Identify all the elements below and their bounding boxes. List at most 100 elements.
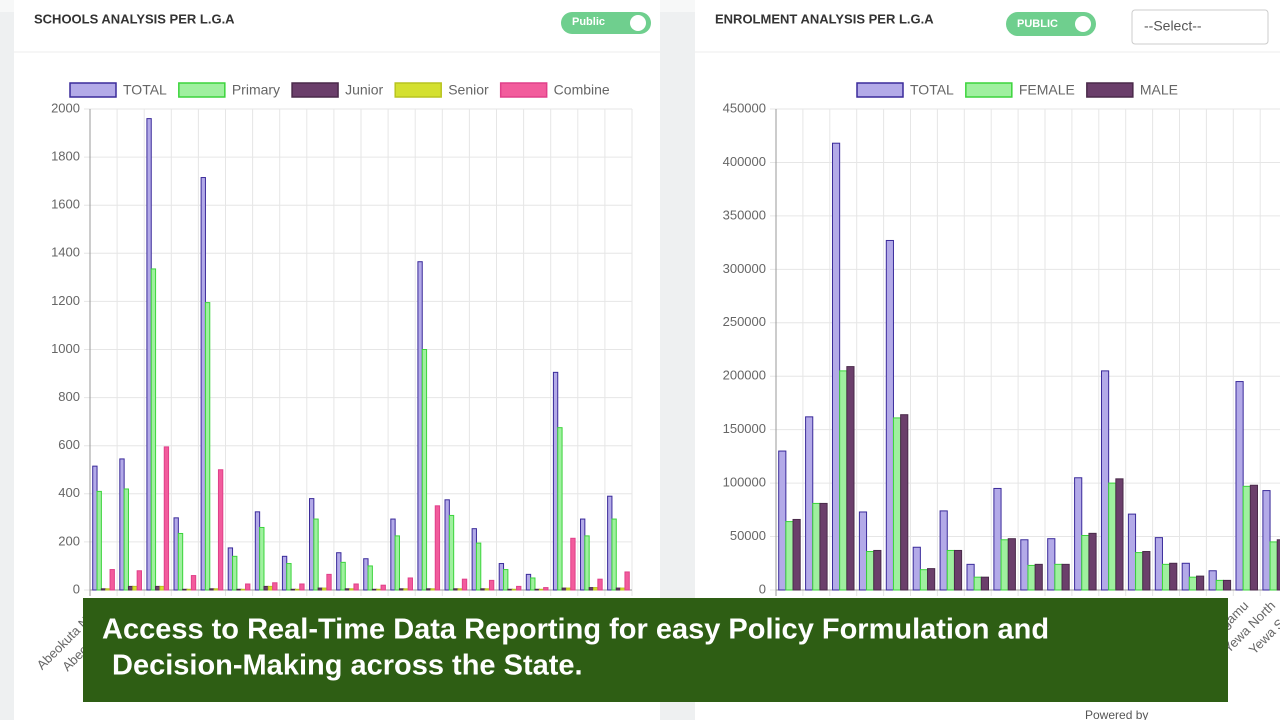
bar — [484, 588, 490, 591]
bar — [557, 427, 563, 591]
bar — [475, 542, 482, 591]
bar — [349, 588, 355, 591]
bar — [1074, 477, 1083, 591]
bar — [92, 465, 98, 591]
bar — [620, 587, 626, 591]
legend-label: Junior — [345, 82, 383, 98]
y-tick-label: 300000 — [723, 261, 766, 276]
bar — [530, 577, 536, 591]
toggle-knob — [1075, 16, 1091, 32]
bar — [846, 366, 855, 591]
bar — [417, 261, 423, 591]
bar — [254, 511, 261, 591]
bar — [267, 585, 274, 591]
bar — [263, 585, 269, 591]
caption-box — [83, 598, 1228, 702]
bar — [281, 555, 288, 591]
y-tick-label: 200000 — [723, 368, 766, 383]
bar — [785, 521, 794, 591]
bar — [543, 587, 549, 591]
bar — [371, 588, 378, 591]
bar — [177, 532, 184, 591]
bar — [1027, 564, 1036, 591]
bar — [453, 588, 459, 591]
bar — [584, 535, 590, 591]
legend-swatch — [394, 82, 442, 98]
bar — [866, 551, 875, 591]
bar — [232, 555, 238, 591]
y-tick-label: 1000 — [51, 341, 80, 356]
legend-label: MALE — [1140, 82, 1178, 98]
legend-swatch — [965, 82, 1013, 98]
bar — [912, 546, 921, 591]
bar — [367, 565, 373, 591]
bar — [1154, 537, 1163, 591]
bar — [503, 569, 509, 591]
bar — [946, 549, 955, 591]
bar — [1000, 539, 1009, 591]
bar — [511, 588, 518, 591]
y-tick-label: 0 — [73, 581, 80, 596]
bar — [136, 570, 142, 591]
bar — [593, 587, 599, 591]
toggle-knob — [630, 15, 646, 31]
bar — [552, 371, 559, 591]
bar — [1020, 539, 1029, 591]
bar — [213, 588, 219, 591]
bar — [538, 588, 545, 591]
bar — [394, 535, 400, 591]
bar — [831, 142, 841, 591]
legend-swatch — [1086, 82, 1134, 98]
bar — [1054, 563, 1063, 591]
bar — [1061, 563, 1070, 591]
bar — [186, 588, 192, 591]
y-tick-label: 450000 — [723, 100, 766, 115]
bar — [1007, 538, 1016, 591]
bar — [1208, 570, 1217, 591]
y-tick-label: 400000 — [723, 154, 766, 169]
toggle[interactable] — [561, 12, 651, 34]
bar — [534, 588, 540, 591]
bar — [1222, 579, 1232, 591]
bar — [119, 458, 125, 591]
bar — [421, 349, 428, 591]
bar — [1100, 370, 1110, 591]
bar — [1135, 552, 1144, 591]
y-tick-label: 0 — [759, 581, 766, 596]
y-tick-label: 600 — [58, 437, 80, 452]
bar — [1269, 541, 1278, 591]
bar — [309, 498, 315, 591]
bar — [1235, 381, 1244, 591]
bar — [607, 495, 613, 591]
bar — [353, 583, 359, 591]
bar — [1161, 563, 1171, 591]
bar — [236, 588, 242, 591]
bar — [259, 526, 265, 591]
bar — [407, 577, 413, 591]
bar — [939, 510, 948, 591]
y-tick-label: 400 — [58, 485, 80, 500]
bar — [340, 561, 346, 591]
bar — [96, 490, 102, 591]
legend-label: Primary — [232, 82, 280, 98]
y-tick-label: 200 — [58, 533, 80, 548]
bar — [448, 514, 455, 591]
bar — [150, 268, 157, 591]
bar — [1115, 478, 1124, 591]
select[interactable] — [1131, 9, 1269, 45]
panel-title: SCHOOLS ANALYSIS PER L.G.A — [34, 11, 235, 26]
bar — [488, 579, 495, 591]
bar — [927, 568, 936, 591]
legend-swatch — [291, 82, 339, 98]
toggle[interactable] — [1006, 12, 1096, 36]
bar — [778, 450, 787, 591]
y-tick-label: 50000 — [730, 528, 766, 543]
caption-line: Access to Real-Time Data Reporting for e… — [102, 614, 1049, 646]
bar — [398, 588, 405, 591]
bar — [1262, 490, 1271, 591]
bar — [227, 547, 234, 591]
bar — [805, 416, 814, 591]
bar — [885, 239, 894, 591]
bar — [204, 302, 211, 591]
bar — [380, 584, 386, 591]
